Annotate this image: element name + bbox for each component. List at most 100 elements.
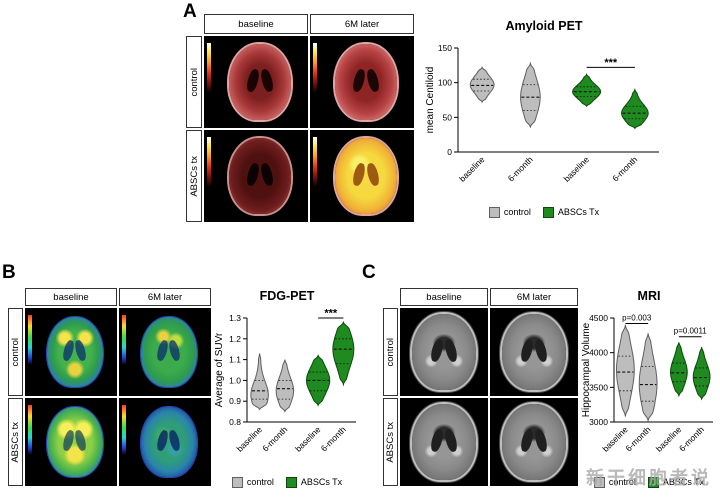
y-tick-label: 150 (438, 43, 452, 53)
y-tick-label: 1.1 (229, 355, 241, 365)
legend-item: ABSCs Tx (647, 476, 704, 488)
legend-swatch (593, 476, 605, 488)
x-category-label: baseline (293, 424, 323, 454)
mri-scan-control-6m (490, 308, 578, 396)
panel-b-header-6m-later: 6M later (119, 288, 211, 306)
amyloid-pet-violin-2 (572, 73, 602, 108)
row-label-text: ABSCs tx (10, 421, 21, 463)
significance-text: p=0.0011 (674, 327, 708, 336)
panel-b-label: B (2, 262, 16, 283)
pet-color-scale (28, 315, 32, 365)
amyloid-pet-violin-1 (520, 61, 541, 129)
y-tick-label: 3500 (589, 382, 608, 392)
row-label-text: control (188, 67, 200, 97)
panel-c-label: C (362, 262, 376, 283)
panel-a-label: A (183, 1, 197, 22)
mri-legend: control ABSCs Tx (580, 474, 718, 490)
fdg-pet-svg: 0.8 0.9 1.0 1.1 1.2 1.3 Average of SUVr baselin… (214, 308, 356, 454)
y-tick-label: 4000 (589, 348, 608, 358)
legend-swatch (285, 476, 297, 488)
brain-scan-image (229, 44, 292, 120)
panel-b-image-grid: baseline 6M later control ABSCs tx (8, 288, 211, 486)
pet-color-scale (313, 43, 317, 93)
grid-corner (383, 288, 398, 306)
y-tick-label: 1.2 (229, 334, 241, 344)
fdg-pet-violin-0 (250, 353, 269, 411)
chart-title: Amyloid PET (505, 19, 583, 33)
legend-swatch (488, 206, 500, 218)
panel-c-image-grid: baseline 6M later control ABSCs tx (383, 288, 578, 486)
legend-label: ABSCs Tx (300, 477, 343, 487)
legend-swatch (231, 476, 243, 488)
brain-scan-image (412, 404, 476, 480)
y-axis-label: Average of SUVr (214, 332, 225, 407)
legend-item: ABSCs Tx (285, 476, 343, 488)
amyloid-pet-plot-area: 0 50 100 150 mean Centiloid baseline 6-month ba… (424, 34, 664, 204)
significance-text: *** (324, 308, 338, 320)
brain-scan-image (46, 407, 103, 477)
fdg-pet-violin-3 (332, 321, 355, 387)
pet-color-scale (28, 405, 32, 455)
panel-a-row-label-abscs-tx: ABSCs tx (186, 130, 202, 222)
fdg-pet-violin-1 (275, 359, 295, 413)
legend-item: ABSCs Tx (542, 206, 600, 218)
fdg-scan-tx-6m (119, 398, 211, 486)
legend-label: control (608, 477, 636, 487)
legend-swatch (542, 206, 554, 218)
legend-item: control (593, 476, 636, 488)
mri-scan-tx-baseline (400, 398, 488, 486)
amyloid-pet-svg: 0 50 100 150 mean Centiloid baseline 6-month ba… (425, 43, 659, 184)
panel-a-row-label-control: control (186, 36, 202, 128)
panel-c-header-baseline: baseline (400, 288, 488, 306)
y-tick-label: 50 (443, 112, 453, 122)
x-category-label: 6-month (506, 154, 535, 183)
x-category-label: baseline (235, 424, 265, 454)
pet-color-scale (122, 405, 126, 455)
legend-label: control (503, 207, 531, 217)
panel-a-header-6m-later: 6M later (310, 14, 414, 34)
x-category-label: 6-month (260, 424, 289, 453)
row-label-text: ABSCs tx (385, 421, 396, 463)
mri-violin-1 (638, 333, 658, 423)
fdg-scan-control-6m (119, 308, 211, 396)
amyloid-scan-control-6m (310, 36, 414, 128)
brain-scan-image (502, 404, 566, 480)
panel-c-row-label-abscs-tx: ABSCs tx (383, 398, 398, 486)
panel-c-row-label-control: control (383, 308, 398, 396)
x-category-label: 6-month (319, 424, 348, 453)
legend-label: ABSCs Tx (557, 207, 600, 217)
y-tick-label: 4500 (589, 313, 608, 323)
panel-a-header-baseline: baseline (204, 14, 308, 34)
amyloid-pet-violin-3 (621, 87, 649, 130)
significance-text: *** (604, 57, 618, 69)
row-label-text: control (385, 337, 396, 367)
x-category-label: baseline (457, 154, 487, 184)
panel-b-header-baseline: baseline (25, 288, 117, 306)
y-tick-label: 100 (438, 78, 452, 88)
x-category-label: 6-month (610, 154, 639, 183)
brain-scan-image (140, 317, 197, 387)
fdg-pet-chart: FDG-PET 0.8 0.9 1.0 1.1 1.2 1.3 Average of SUV… (213, 288, 361, 494)
amyloid-scan-control-baseline (204, 36, 308, 128)
panel-b-row-label-abscs-tx: ABSCs tx (8, 398, 23, 486)
row-label-text: ABSCs tx (188, 155, 200, 197)
y-axis-label: mean Centiloid (425, 67, 436, 134)
y-tick-label: 3000 (589, 417, 608, 427)
legend-item: control (488, 206, 531, 218)
mri-violin-3 (692, 347, 711, 401)
brain-scan-image (412, 314, 476, 390)
y-axis-label: Hippocampal Volume (581, 322, 592, 417)
mri-scan-control-baseline (400, 308, 488, 396)
x-category-label: baseline (562, 154, 592, 184)
y-tick-label: 0 (447, 147, 452, 157)
legend-item: control (231, 476, 274, 488)
legend-swatch (647, 476, 659, 488)
brain-scan-image (335, 44, 398, 120)
brain-scan-image (140, 407, 197, 477)
chart-title: FDG-PET (259, 289, 315, 303)
legend-label: control (246, 477, 274, 487)
brain-scan-image (46, 317, 103, 387)
significance-text: p=0.003 (622, 314, 652, 323)
pet-color-scale (122, 315, 126, 365)
